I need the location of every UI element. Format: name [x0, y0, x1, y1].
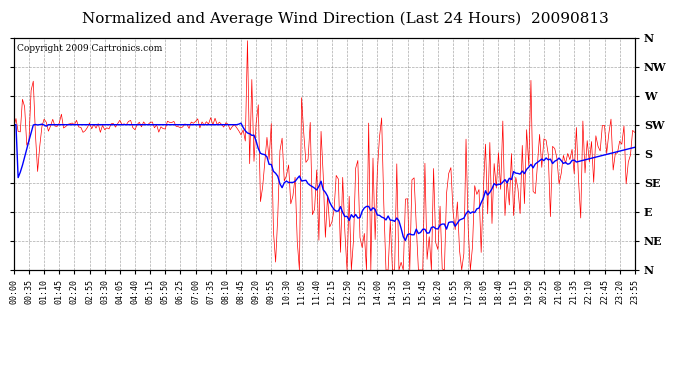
Text: Copyright 2009 Cartronics.com: Copyright 2009 Cartronics.com [17, 45, 162, 54]
Text: Normalized and Average Wind Direction (Last 24 Hours)  20090813: Normalized and Average Wind Direction (L… [81, 11, 609, 26]
